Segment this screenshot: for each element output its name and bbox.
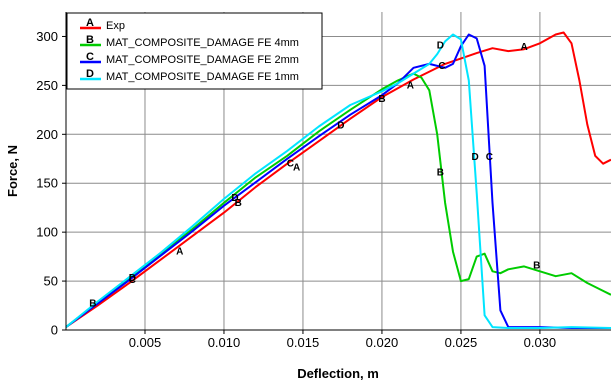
series-marker-a: A (520, 42, 527, 53)
y-tick-label: 200 (36, 127, 58, 142)
x-tick-label: 0.030 (524, 335, 557, 350)
legend-label-b: MAT_COMPOSITE_DAMAGE FE 4mm (106, 37, 299, 49)
series-marker-a: A (293, 163, 300, 174)
series-marker-b: B (378, 94, 385, 105)
y-ticks: 0 50 100 150 200 250 300 (36, 29, 66, 338)
y-tick-label: 0 (51, 323, 58, 338)
y-tick-label: 100 (36, 225, 58, 240)
legend-label-d: MAT_COMPOSITE_DAMAGE FE 1mm (106, 71, 299, 83)
legend-letter-c: C (86, 51, 94, 63)
legend-letter-a: A (86, 17, 94, 29)
series-line-d (65, 33, 611, 329)
series-marker-b: B (533, 260, 540, 271)
series-line-a (65, 31, 611, 328)
series-marker-b: B (89, 299, 96, 310)
y-tick-label: 250 (36, 78, 58, 93)
series-marker-b: B (437, 167, 444, 178)
x-tick-label: 0.015 (287, 335, 320, 350)
series-marker-d: D (129, 273, 136, 284)
y-tick-label: 150 (36, 176, 58, 191)
y-axis-title: Force, N (5, 145, 20, 197)
y-tick-label: 50 (44, 274, 58, 289)
axes (65, 12, 611, 331)
series-marker-d: D (472, 152, 479, 163)
legend: A Exp B MAT_COMPOSITE_DAMAGE FE 4mm C MAT_COM… (66, 12, 323, 90)
series-marker-a: A (407, 80, 414, 91)
series-marker-c: C (438, 61, 445, 72)
series-marker-b: B (235, 198, 242, 209)
x-tick-label: 0.025 (445, 335, 478, 350)
x-tick-label: 0.010 (208, 335, 241, 350)
x-axis-title: Deflection, m (297, 366, 379, 381)
series-marker-c: C (287, 159, 294, 170)
series-marker-d: D (337, 121, 344, 132)
series-marker-d: D (231, 193, 238, 204)
y-tick-label: 300 (36, 29, 58, 44)
legend-letter-d: D (86, 68, 94, 80)
series-lines (65, 31, 611, 329)
series-marker-d: D (437, 40, 444, 51)
series-marker-a: A (176, 247, 183, 258)
legend-box (66, 12, 323, 90)
x-ticks: 0.005 0.010 0.015 0.020 0.025 0.030 (129, 330, 556, 350)
series-marker-c: C (129, 275, 136, 286)
legend-label-c: MAT_COMPOSITE_DAMAGE FE 2mm (106, 54, 299, 66)
series-line-c (65, 33, 611, 329)
x-tick-label: 0.020 (366, 335, 399, 350)
x-tick-label: 0.005 (129, 335, 162, 350)
series-line-b (65, 72, 611, 328)
legend-label-a: Exp (106, 20, 125, 32)
legend-letter-b: B (86, 34, 94, 46)
series-marker-c: C (486, 152, 493, 163)
